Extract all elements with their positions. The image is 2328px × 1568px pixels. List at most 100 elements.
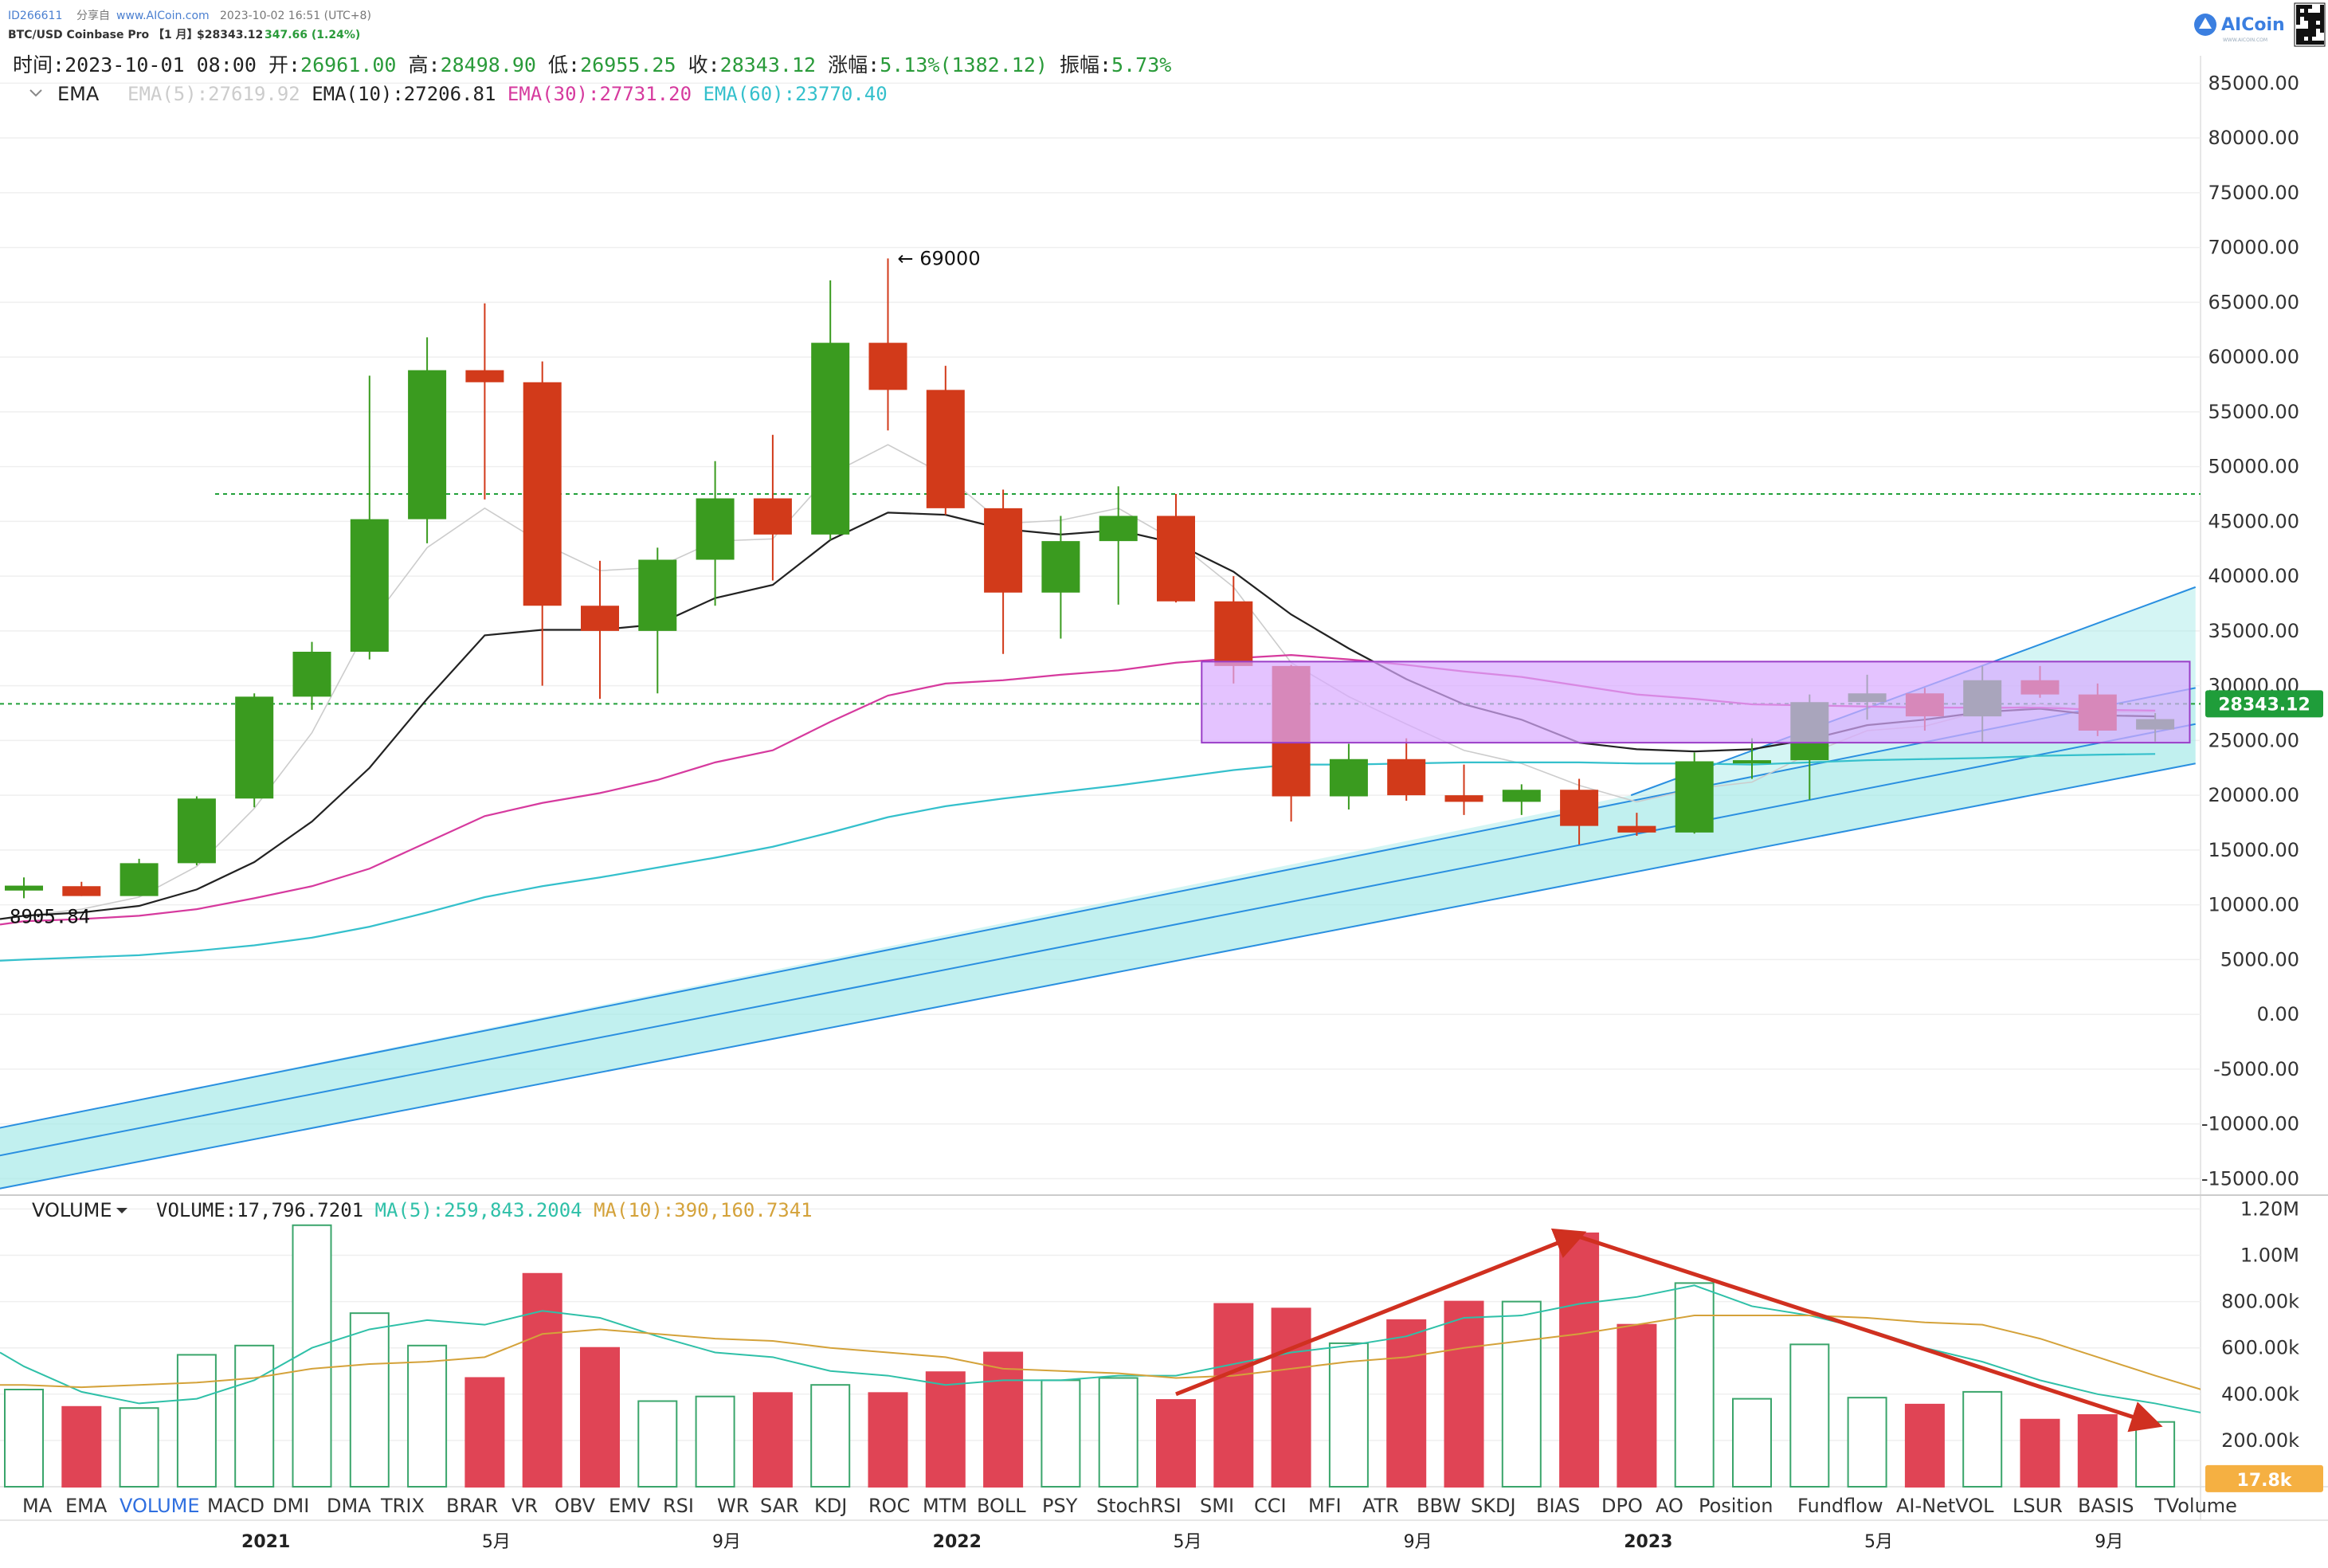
qr-module [2296, 5, 2300, 9]
candle-body [5, 885, 43, 891]
volume-tick-label: 200.00k [2221, 1429, 2299, 1452]
indicator-tab-fundflow[interactable]: Fundflow [1797, 1495, 1883, 1517]
volume-bar [522, 1272, 562, 1488]
sep [396, 53, 408, 76]
qr-module [2312, 17, 2316, 21]
time-tick-label: 5月 [482, 1532, 511, 1552]
indicator-tab-emv[interactable]: EMV [609, 1495, 651, 1517]
indicator-tab-ma[interactable]: MA [22, 1495, 53, 1517]
range-box-rect [1201, 661, 2191, 744]
volume-bar [4, 1389, 44, 1488]
indicator-tab-ai-netvol[interactable]: AI-NetVOL [1896, 1495, 1994, 1517]
indicator-tab-mtm[interactable]: MTM [923, 1495, 967, 1517]
candle-body [868, 343, 907, 390]
qr-module [2300, 29, 2304, 33]
time-tick-label: 2022 [933, 1532, 982, 1552]
indicator-tab-roc[interactable]: ROC [868, 1495, 910, 1517]
volume-legend-toggle[interactable]: VOLUME [32, 1199, 127, 1221]
indicator-tab-mfi[interactable]: MFI [1308, 1495, 1342, 1517]
indicator-tab-brar[interactable]: BRAR [446, 1495, 498, 1517]
ema-legend-toggle[interactable]: EMA [29, 83, 100, 105]
indicator-tab-obv[interactable]: OBV [555, 1495, 596, 1517]
logo-text: AICoin [2221, 15, 2285, 35]
change-value: 5.13%(1382.12) [880, 53, 1048, 76]
indicator-tab-bbw[interactable]: BBW [1417, 1495, 1461, 1517]
qr-module [2320, 29, 2324, 33]
caret-down-icon[interactable] [116, 1208, 127, 1213]
sep [1048, 53, 1060, 76]
indicator-tab-smi[interactable]: SMI [1200, 1495, 1234, 1517]
candle [350, 375, 389, 660]
vol-ma10-label: MA(10):390,160.7341 [594, 1199, 813, 1221]
chevron-down-icon[interactable] [29, 89, 42, 97]
indicator-tab-psy[interactable]: PSY [1042, 1495, 1078, 1517]
price-tick-label: 20000.00 [2208, 784, 2299, 806]
current-volume-tag: 17.8k [2205, 1464, 2323, 1492]
qr-module [2300, 33, 2304, 37]
candle-body [292, 652, 331, 697]
sep [536, 53, 548, 76]
volume-legend-name[interactable]: VOLUME [32, 1199, 112, 1221]
ema-legend-name[interactable]: EMA [57, 83, 100, 105]
candle [408, 337, 447, 543]
header-change: 347.66 (1.24%) [265, 29, 360, 41]
qr-module [2308, 29, 2312, 33]
indicator-tab-tvolume[interactable]: TVolume [2154, 1495, 2237, 1517]
volume-bar [1617, 1323, 1657, 1488]
volume-bar [2020, 1418, 2060, 1488]
price-tick-label: 35000.00 [2208, 620, 2299, 642]
aicoin-logo-icon [2194, 14, 2216, 36]
indicator-tab-ao[interactable]: AO [1656, 1495, 1683, 1517]
indicator-tab-dma[interactable]: DMA [327, 1495, 371, 1517]
candle-body [1329, 759, 1368, 797]
volume-bar [1789, 1343, 1830, 1488]
qr-module [2300, 41, 2304, 45]
indicator-tab-kdj[interactable]: KDJ [814, 1495, 847, 1517]
indicator-tab-boll[interactable]: BOLL [977, 1495, 1026, 1517]
indicator-tab-wr[interactable]: WR [717, 1495, 749, 1517]
high-value: 28498.90 [441, 53, 536, 76]
qr-module [2308, 17, 2312, 21]
indicator-tab-position[interactable]: Position [1699, 1495, 1773, 1517]
ema60-line [0, 753, 2156, 962]
share-label: 分享自 [76, 9, 110, 22]
candle [120, 858, 159, 896]
indicator-tab-dpo[interactable]: DPO [1601, 1495, 1643, 1517]
candle-body [1387, 759, 1426, 796]
volume-bar [61, 1405, 102, 1488]
indicator-tab-sar[interactable]: SAR [760, 1495, 799, 1517]
time-tick-label: 2023 [1624, 1532, 1672, 1552]
qr-module [2308, 13, 2312, 17]
candle-body [465, 370, 504, 382]
indicator-tab-basis[interactable]: BASIS [2078, 1495, 2134, 1517]
indicator-tab-vr[interactable]: VR [511, 1495, 538, 1517]
volume-fall-arrow [1578, 1234, 2163, 1433]
candle [1329, 743, 1368, 809]
indicator-tab-rsi[interactable]: RSI [663, 1495, 694, 1517]
indicator-tab-macd[interactable]: MACD [207, 1495, 265, 1517]
qr-module [2300, 13, 2304, 17]
qr-module [2312, 33, 2316, 37]
indicator-tab-trix[interactable]: TRIX [380, 1495, 425, 1517]
qr-module [2296, 33, 2300, 37]
indicator-tab-bias[interactable]: BIAS [1536, 1495, 1580, 1517]
indicator-tab-cci[interactable]: CCI [1254, 1495, 1287, 1517]
indicator-tab-stochrsi[interactable]: StochRSI [1096, 1495, 1182, 1517]
channel-middle-line [0, 723, 2196, 1157]
indicator-tab-dmi[interactable]: DMI [272, 1495, 309, 1517]
candle [292, 641, 331, 710]
sep [816, 53, 828, 76]
volume-value: VOLUME:17,796.7201 [156, 1199, 363, 1221]
indicator-tab-ema[interactable]: EMA [65, 1495, 108, 1517]
candle [177, 796, 216, 866]
sep [582, 1199, 594, 1221]
indicator-tab-lsur[interactable]: LSUR [2013, 1495, 2063, 1517]
indicator-tab-skdj[interactable]: SKDJ [1471, 1495, 1516, 1517]
candle-body [581, 606, 619, 631]
volume-bar [1098, 1377, 1139, 1488]
indicator-tab-atr[interactable]: ATR [1362, 1495, 1399, 1517]
volume-bar [176, 1354, 217, 1488]
indicator-tab-volume[interactable]: VOLUME [120, 1495, 200, 1517]
